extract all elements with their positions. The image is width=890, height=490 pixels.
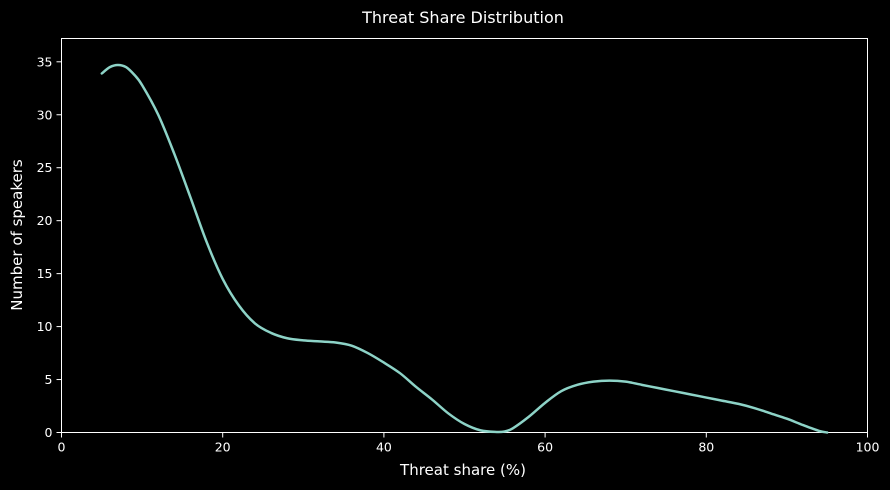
series-line bbox=[100, 63, 829, 434]
plot-area-frame bbox=[61, 38, 868, 433]
y-tick-label: 35 bbox=[37, 54, 53, 69]
y-tick-label: 10 bbox=[37, 319, 53, 334]
x-tick-label: 100 bbox=[856, 440, 880, 455]
x-tick-label: 20 bbox=[215, 440, 231, 455]
x-axis: 0 20 40 60 80 100 bbox=[58, 432, 880, 455]
x-tick-label: 80 bbox=[698, 440, 714, 455]
y-tick-label: 20 bbox=[37, 213, 53, 228]
y-axis-label: Number of speakers bbox=[8, 159, 26, 311]
y-tick-label: 0 bbox=[45, 425, 53, 440]
x-tick-label: 60 bbox=[537, 440, 553, 455]
y-tick-label: 25 bbox=[37, 160, 53, 175]
y-tick-label: 30 bbox=[37, 107, 53, 122]
x-axis-label: Threat share (%) bbox=[399, 461, 526, 479]
y-tick-label: 15 bbox=[37, 266, 53, 281]
y-axis: 0 5 10 15 20 25 30 35 bbox=[37, 54, 62, 440]
chart-title: Threat Share Distribution bbox=[361, 8, 564, 27]
x-tick-label: 40 bbox=[376, 440, 392, 455]
series-group bbox=[100, 63, 829, 434]
y-tick-label: 5 bbox=[45, 372, 53, 387]
x-tick-label: 0 bbox=[58, 440, 66, 455]
